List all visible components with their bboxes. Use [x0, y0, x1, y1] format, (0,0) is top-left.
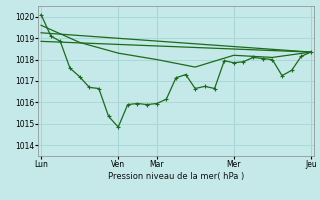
X-axis label: Pression niveau de la mer( hPa ): Pression niveau de la mer( hPa )	[108, 172, 244, 181]
